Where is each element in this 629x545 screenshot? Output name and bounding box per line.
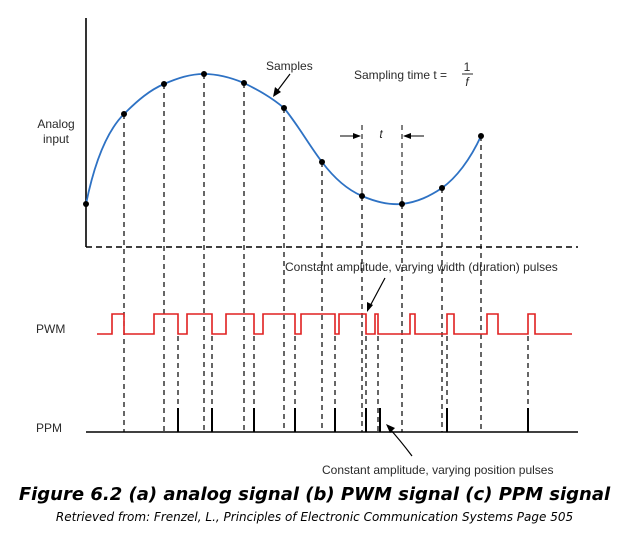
pwm-note-arrowhead [367, 302, 373, 312]
pwm-signal [97, 313, 572, 335]
period-t-label: t [379, 127, 383, 141]
sample-lines [123, 74, 482, 432]
sampling-time-label: Sampling time t = [354, 68, 447, 82]
analog-input-label-line2: input [43, 132, 70, 146]
ppm-pulses [177, 408, 529, 432]
ppm-label: PPM [36, 421, 62, 435]
period-arrowhead-right [403, 133, 411, 139]
sample-points [83, 71, 484, 207]
sampling-time-denominator: f [465, 75, 470, 89]
figure-caption-title: Figure 6.2 (a) analog signal (b) PWM sig… [18, 484, 611, 505]
samples-arrowhead [273, 87, 281, 97]
analog-input-label-line1: Analog [37, 117, 74, 131]
pwm-note-arrow [368, 277, 386, 309]
pwm-note-label: Constant amplitude, varying width (durat… [285, 260, 558, 274]
samples-label: Samples [266, 59, 313, 73]
signal-diagram: Analog input Samples Sampling time t = 1… [36, 18, 578, 477]
period-arrowhead-left [353, 133, 361, 139]
ppm-note-label: Constant amplitude, varying position pul… [322, 463, 553, 477]
sampling-time-numerator: 1 [464, 60, 471, 74]
pwm-label: PWM [36, 322, 65, 336]
figure-caption-source: Retrieved from: Frenzel, L., Principles … [55, 510, 574, 524]
ppm-note-arrowhead [386, 424, 395, 433]
pwm-guides [177, 336, 529, 432]
